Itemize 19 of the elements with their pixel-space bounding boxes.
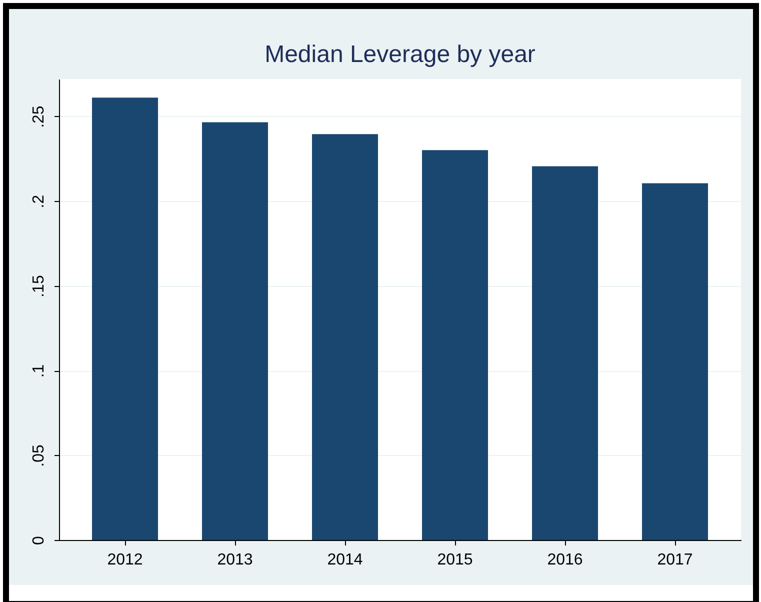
x-tick-label: 2013 [217, 552, 253, 568]
y-tick-label: .15 [30, 275, 48, 298]
chart-title: Median Leverage by year [264, 41, 536, 68]
bar [422, 150, 488, 540]
x-tick-label: 2015 [437, 552, 473, 568]
bar [312, 134, 378, 540]
bar [92, 98, 158, 540]
y-tick-label: 0 [30, 536, 48, 545]
x-tick-label: 2016 [547, 552, 583, 568]
y-tick-label: .2 [30, 194, 48, 208]
y-tick-label: .25 [30, 106, 48, 128]
bar [532, 166, 598, 540]
bar [642, 183, 708, 540]
x-tick-label: 2017 [657, 552, 693, 568]
x-tick-label: 2014 [327, 552, 363, 568]
x-tick-label: 2012 [107, 552, 143, 568]
y-tick-label: .1 [30, 364, 48, 378]
y-tick-label: .05 [30, 444, 48, 467]
bar [202, 122, 268, 540]
